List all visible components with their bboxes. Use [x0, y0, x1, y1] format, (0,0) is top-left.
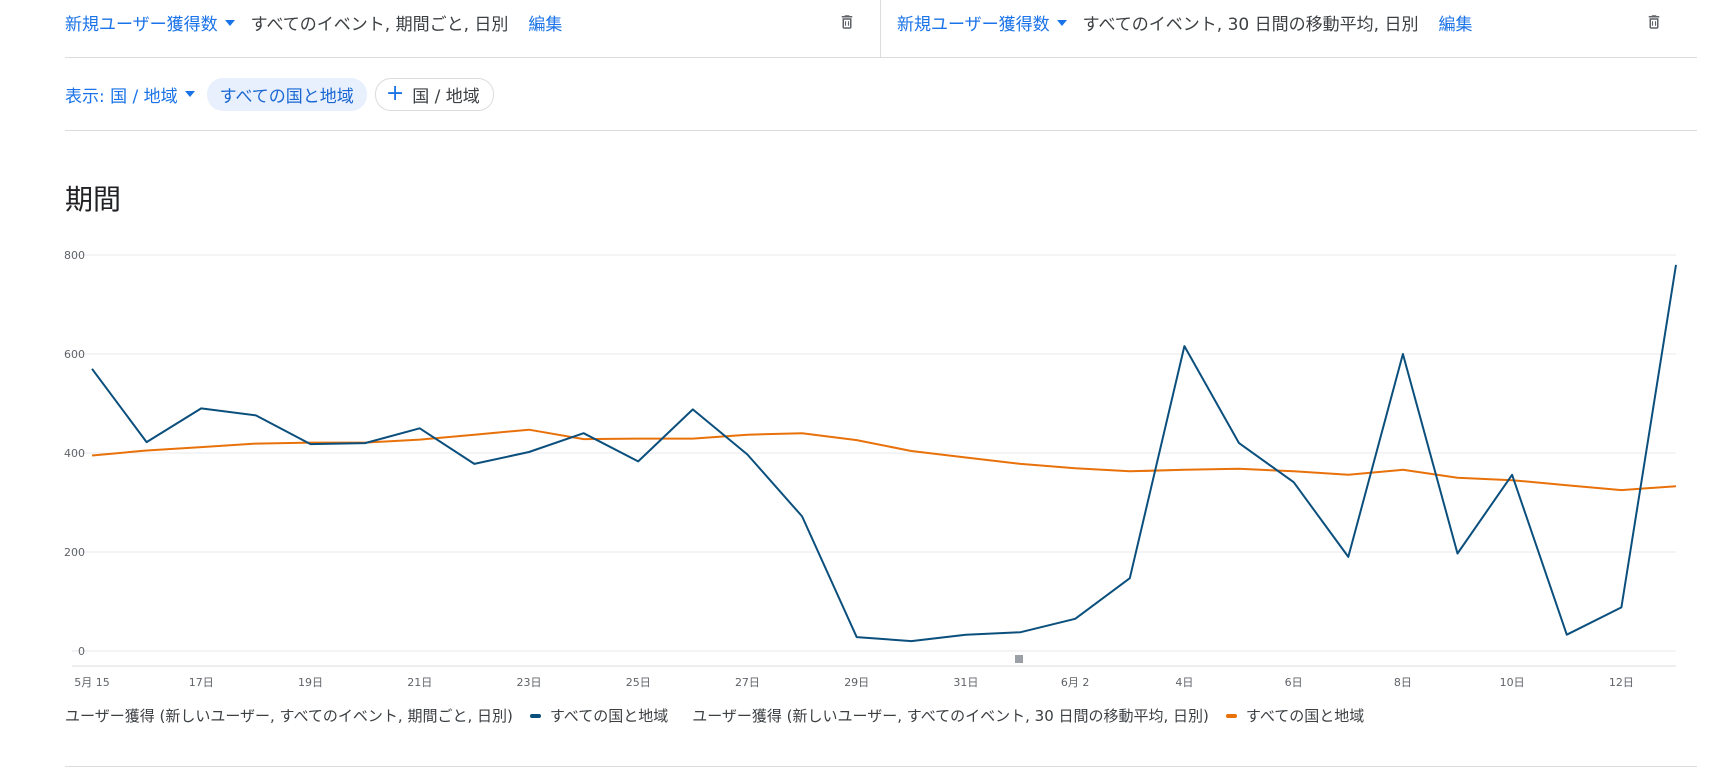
legend-group-label-2: ユーザー獲得 (新しいユーザー, すべてのイベント, 30 日間の移動平均, 日…: [692, 707, 1209, 725]
x-axis-ticks: 5月 15 17日 19日 21日 23日 25日 27日 29日 31日 6月 2 4日 6日 8日 1…: [74, 676, 1634, 689]
line-chart: 0 200 400 600 800 5月 15 17日 19日 21日 23日 25日 27日 29日…: [64, 249, 1677, 689]
edit-metric-button-1[interactable]: 編集: [528, 15, 563, 35]
top-divider: [65, 57, 1697, 58]
plus-icon: +: [385, 81, 405, 106]
y-tick-label: 200: [64, 546, 85, 559]
metric-name-dropdown-1[interactable]: 新規ユーザー獲得数: [65, 10, 235, 35]
chart-legend: ユーザー獲得 (新しいユーザー, すべてのイベント, 期間ごと, 日別) すべて…: [65, 705, 1364, 726]
x-tick-label: 17日: [189, 676, 214, 689]
x-tick-label: 6月 2: [1061, 676, 1090, 689]
metric-name-dropdown-2[interactable]: 新規ユーザー獲得数: [897, 10, 1067, 35]
metric-description-1: すべてのイベント, 期間ごと, 日別: [250, 15, 509, 35]
dimension-filter-row: 表示: 国 / 地域 すべての国と地域 + 国 / 地域: [65, 76, 494, 112]
y-tick-label: 600: [64, 348, 85, 361]
x-tick-label: 8日: [1394, 676, 1412, 689]
y-tick-label: 0: [78, 645, 85, 658]
metric-description-2: すべてのイベント, 30 日間の移動平均, 日別: [1082, 15, 1419, 35]
series-line-daily[interactable]: [91, 264, 1677, 643]
metric-divider: [880, 0, 881, 57]
metric-name-label-2: 新規ユーザー獲得数: [897, 15, 1050, 35]
legend-series-label-1[interactable]: すべての国と地域: [549, 707, 669, 725]
display-dimension-dropdown[interactable]: 表示: 国 / 地域: [65, 82, 195, 107]
legend-swatch-daily: [529, 713, 541, 718]
x-tick-label: 29日: [844, 676, 869, 689]
display-dimension-label: 表示: 国 / 地域: [65, 86, 178, 107]
section-title: 期間: [65, 183, 122, 216]
trash-icon[interactable]: [838, 13, 856, 31]
x-tick-label: 21日: [407, 676, 432, 689]
y-tick-label: 400: [64, 447, 85, 460]
x-tick-label: 12日: [1609, 676, 1634, 689]
chevron-down-icon: [184, 91, 195, 97]
edit-metric-button-2[interactable]: 編集: [1438, 15, 1473, 35]
y-tick-label: 800: [64, 249, 85, 262]
chevron-down-icon: [224, 19, 235, 26]
y-axis-ticks: 0 200 400 600 800: [64, 249, 85, 658]
add-country-button[interactable]: + 国 / 地域: [374, 77, 494, 111]
x-tick-label: 23日: [516, 676, 541, 689]
bottom-divider: [65, 766, 1697, 767]
add-country-label: 国 / 地域: [412, 86, 480, 107]
metric-name-label-1: 新規ユーザー獲得数: [65, 15, 218, 35]
x-tick-label: 5月 15: [74, 676, 110, 689]
x-tick-label: 19日: [298, 676, 323, 689]
legend-swatch-moving-avg: [1225, 713, 1237, 718]
all-countries-chip[interactable]: すべての国と地域: [206, 77, 367, 111]
x-tick-label: 25日: [626, 676, 651, 689]
metrics-bar: 新規ユーザー獲得数 すべてのイベント, 期間ごと, 日別 編集 新規ユーザー獲得…: [0, 0, 1736, 58]
x-tick-label: 6日: [1285, 676, 1303, 689]
x-tick-label: 31日: [953, 676, 978, 689]
trash-icon[interactable]: [1645, 13, 1663, 31]
legend-series-label-2[interactable]: すべての国と地域: [1245, 707, 1365, 725]
metric-selector-1: 新規ユーザー獲得数 すべてのイベント, 期間ごと, 日別 編集: [65, 0, 562, 45]
filter-divider: [65, 130, 1697, 131]
x-tick-label: 27日: [735, 676, 760, 689]
metric-selector-2: 新規ユーザー獲得数 すべてのイベント, 30 日間の移動平均, 日別 編集: [897, 0, 1472, 45]
scroll-handle-icon[interactable]: [1015, 655, 1023, 663]
x-tick-label: 4日: [1175, 676, 1193, 689]
x-tick-label: 10日: [1500, 676, 1525, 689]
chevron-down-icon: [1056, 19, 1067, 26]
grid-lines: [72, 254, 1676, 667]
legend-group-label-1: ユーザー獲得 (新しいユーザー, すべてのイベント, 期間ごと, 日別): [65, 707, 513, 725]
series-lines: [91, 264, 1677, 643]
